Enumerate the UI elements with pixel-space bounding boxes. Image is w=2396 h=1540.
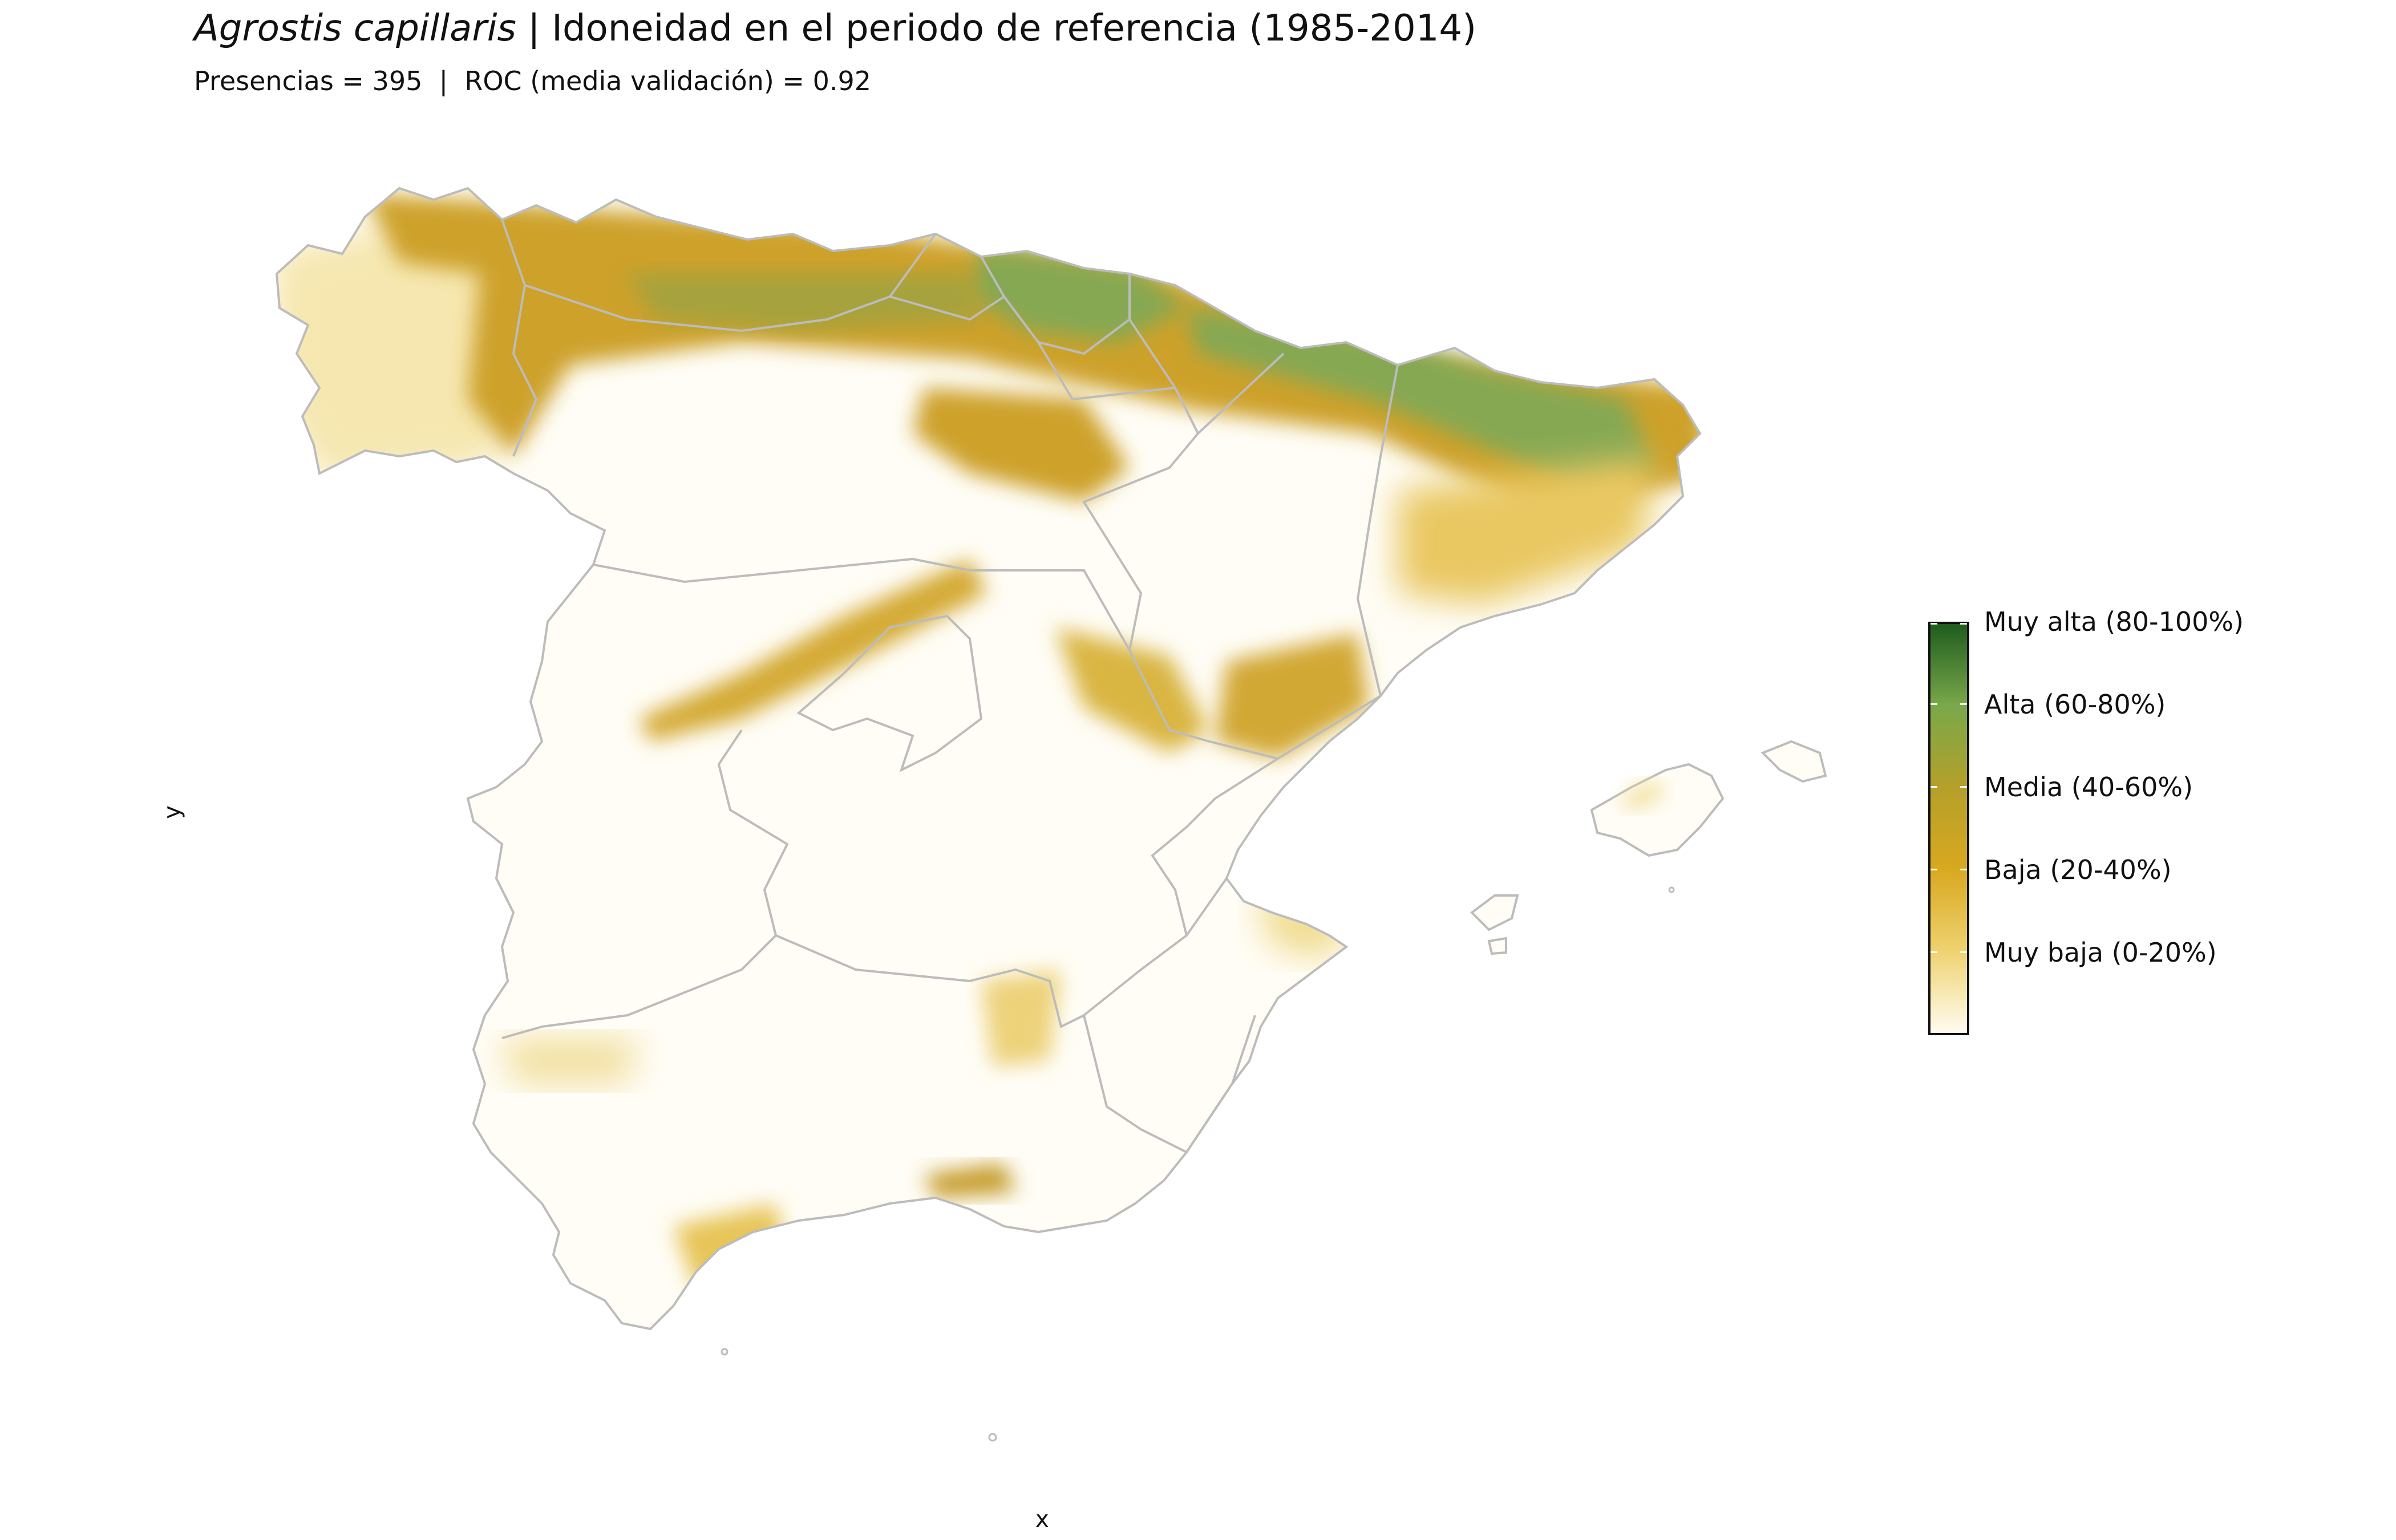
zone-iberico-east bbox=[1055, 627, 1209, 753]
suitability-raster bbox=[277, 194, 1700, 1289]
island-formentera bbox=[1487, 937, 1507, 955]
legend-label: Alta (60-80%) bbox=[1984, 689, 2166, 720]
boundary-aragon-cat bbox=[1356, 364, 1399, 696]
boundary-navarra bbox=[1128, 318, 1285, 436]
legend-label: Muy baja (0-20%) bbox=[1984, 937, 2217, 968]
boundary-rioja bbox=[1037, 341, 1176, 401]
zone-iberico bbox=[913, 388, 1130, 502]
boundary-clm-south bbox=[775, 877, 1228, 1028]
legend-label: Media (40-60%) bbox=[1984, 772, 2193, 803]
zone-pyrenees-green bbox=[1187, 308, 1654, 491]
regional-boundaries bbox=[275, 187, 1702, 1331]
species-name: Agrostis capillaris bbox=[194, 7, 516, 50]
balearic-islands bbox=[1470, 740, 1827, 955]
boundary-asturias bbox=[524, 233, 937, 333]
zone-galicia bbox=[277, 205, 513, 479]
boundary-madrid bbox=[796, 614, 983, 772]
title-text: | Idoneidad en el periodo de referencia … bbox=[516, 7, 1477, 50]
legend-label: Muy alta (80-100%) bbox=[1984, 606, 2244, 637]
boundary-andalucia-north bbox=[501, 1026, 543, 1039]
island-small-3 bbox=[1668, 886, 1675, 893]
map-title: Agrostis capillaris | Idoneidad en el pe… bbox=[194, 6, 1476, 51]
zone-sierra-nevada bbox=[924, 1164, 1015, 1198]
boundary-castilla-leon bbox=[593, 557, 1131, 651]
zone-north-olive bbox=[628, 274, 981, 331]
boundary-outline bbox=[275, 187, 1702, 1331]
zone-catalonia bbox=[1398, 456, 1654, 605]
legend-label: Baja (20-40%) bbox=[1984, 854, 2172, 885]
boundary-murcia bbox=[1083, 1015, 1256, 1154]
y-axis-label: y bbox=[159, 805, 185, 819]
island-mallorca-patch bbox=[1620, 781, 1666, 810]
legend-colorbar bbox=[1928, 622, 1969, 1035]
x-axis-label: x bbox=[1035, 1506, 1049, 1533]
boundary-galicia bbox=[501, 219, 538, 457]
island-menorca bbox=[1760, 740, 1827, 783]
zone-jaen bbox=[981, 970, 1061, 1067]
island-ibiza bbox=[1470, 894, 1519, 931]
boundary-cantabria bbox=[889, 256, 1006, 321]
zone-sistema-central bbox=[639, 559, 987, 741]
island-mallorca bbox=[1590, 763, 1725, 857]
map-subtitle: Presencias = 395 | ROC (media validación… bbox=[194, 66, 871, 96]
boundary-extremadura bbox=[541, 729, 789, 1028]
island-small-2 bbox=[721, 1348, 728, 1356]
boundary-basque bbox=[1003, 274, 1131, 355]
island-small-1 bbox=[988, 1433, 997, 1442]
peninsula bbox=[275, 187, 1827, 1442]
small-islands bbox=[721, 886, 1675, 1442]
zone-huelva bbox=[502, 1038, 639, 1084]
boundary-valencia bbox=[1151, 757, 1279, 936]
